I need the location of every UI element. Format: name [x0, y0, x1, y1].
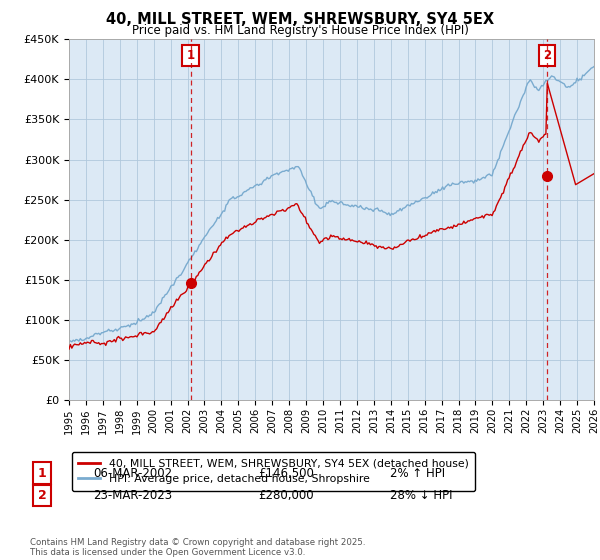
Text: 2: 2 — [38, 489, 46, 502]
Text: 2% ↑ HPI: 2% ↑ HPI — [390, 466, 445, 480]
Text: Price paid vs. HM Land Registry's House Price Index (HPI): Price paid vs. HM Land Registry's House … — [131, 24, 469, 36]
Text: £280,000: £280,000 — [258, 489, 314, 502]
Text: 1: 1 — [38, 466, 46, 480]
Text: 28% ↓ HPI: 28% ↓ HPI — [390, 489, 452, 502]
Text: 2: 2 — [542, 49, 551, 62]
Text: £146,500: £146,500 — [258, 466, 314, 480]
Text: Contains HM Land Registry data © Crown copyright and database right 2025.
This d: Contains HM Land Registry data © Crown c… — [30, 538, 365, 557]
Text: 40, MILL STREET, WEM, SHREWSBURY, SY4 5EX: 40, MILL STREET, WEM, SHREWSBURY, SY4 5E… — [106, 12, 494, 27]
Legend: 40, MILL STREET, WEM, SHREWSBURY, SY4 5EX (detached house), HPI: Average price, : 40, MILL STREET, WEM, SHREWSBURY, SY4 5E… — [72, 452, 475, 491]
Text: 06-MAR-2002: 06-MAR-2002 — [93, 466, 172, 480]
Text: 23-MAR-2023: 23-MAR-2023 — [93, 489, 172, 502]
Text: 1: 1 — [187, 49, 194, 62]
